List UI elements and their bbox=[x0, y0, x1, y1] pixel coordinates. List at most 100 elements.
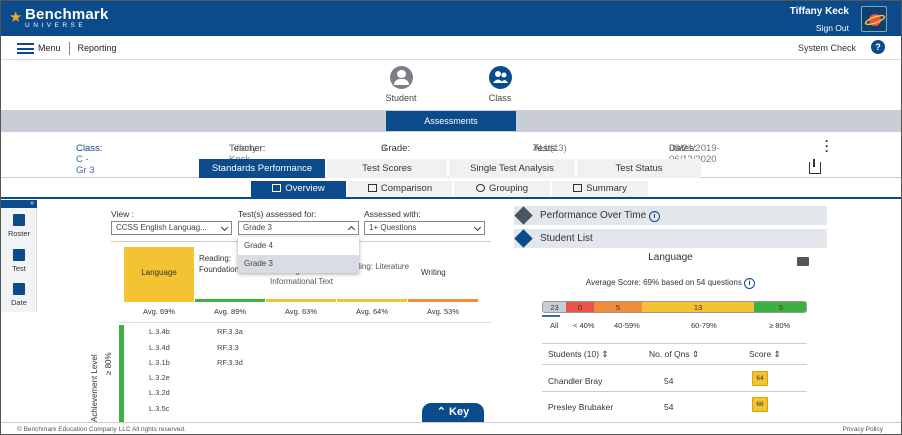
standard-code[interactable]: RF.3.3a bbox=[217, 327, 243, 336]
collapse-sidebar-button[interactable]: » bbox=[1, 200, 37, 208]
score-badge[interactable]: 64 bbox=[752, 371, 768, 386]
subtab-grouping[interactable]: Grouping bbox=[454, 181, 550, 197]
category-reading-foundational[interactable]: Reading: Foundational Skills bbox=[199, 254, 267, 274]
chevron-up-icon: ⌃ bbox=[436, 406, 446, 418]
divider bbox=[542, 391, 807, 392]
info-icon[interactable]: i bbox=[648, 211, 660, 222]
key-button[interactable]: ⌃ Key bbox=[422, 403, 484, 422]
class-value: Class C - Gr 3 bbox=[76, 143, 100, 176]
roster-icon bbox=[13, 214, 25, 226]
sort-icon: ⇕ bbox=[601, 349, 609, 359]
col-score[interactable]: Score ⇕ bbox=[749, 349, 781, 360]
mode-class-label: Class bbox=[488, 93, 512, 103]
mode-student[interactable]: Student bbox=[371, 65, 431, 103]
category-reading-literature[interactable]: Reading: Literature bbox=[341, 262, 410, 271]
assessed-with-label: Assessed with: bbox=[364, 209, 421, 219]
copyright: © Benchmark Education Company LLC All ri… bbox=[17, 426, 186, 433]
dates-label: Dates: bbox=[669, 143, 697, 154]
assessments-button[interactable]: Assessments bbox=[386, 111, 516, 131]
tests-value: ALL(13) bbox=[533, 143, 567, 154]
standard-code[interactable]: L.3.2e bbox=[149, 373, 170, 382]
level-label: ≥ 80% bbox=[104, 352, 113, 375]
help-icon[interactable]: ? bbox=[871, 40, 885, 54]
sidebar-date-label: Date bbox=[11, 298, 27, 307]
col-qns[interactable]: No. of Qns ⇕ bbox=[649, 349, 699, 360]
standard-code[interactable]: L.3.4b bbox=[149, 327, 170, 336]
subtab-comparison[interactable]: Comparison bbox=[348, 181, 452, 197]
band-all[interactable]: 23 bbox=[543, 302, 566, 312]
menu-button[interactable]: Menu Reporting bbox=[17, 42, 117, 55]
student-list-header[interactable]: Student List bbox=[514, 229, 827, 248]
sidebar-item-roster[interactable]: Roster bbox=[1, 214, 37, 238]
subtab-overview[interactable]: Overview bbox=[251, 181, 346, 197]
tab-test-scores[interactable]: Test Scores bbox=[327, 159, 447, 178]
mode-class[interactable]: Class bbox=[470, 65, 530, 103]
sign-out-link[interactable]: Sign Out bbox=[815, 23, 849, 33]
divider bbox=[68, 42, 70, 55]
chevron-down-icon bbox=[473, 223, 482, 232]
score-bands: 23 0 5 13 5 bbox=[542, 301, 807, 313]
download-icon[interactable] bbox=[809, 159, 821, 174]
standard-code[interactable]: RF.3.3d bbox=[217, 358, 243, 367]
score-badge[interactable]: 66 bbox=[752, 397, 768, 412]
selected-band-underline bbox=[542, 315, 560, 317]
tab-test-status[interactable]: Test Status bbox=[577, 159, 701, 178]
star-icon: ★ bbox=[9, 9, 23, 26]
band-40-59[interactable]: 5 bbox=[594, 302, 642, 312]
trend-icon bbox=[514, 206, 533, 225]
standard-code[interactable]: L.3.2d bbox=[149, 388, 170, 397]
sidebar-item-date[interactable]: Date bbox=[1, 283, 37, 307]
standard-code[interactable]: L.3.4d bbox=[149, 343, 170, 352]
band-60-79[interactable]: 13 bbox=[642, 302, 754, 312]
more-options-icon[interactable]: · · · bbox=[825, 134, 829, 158]
assessed-with-select[interactable]: 1+ Questions bbox=[364, 221, 485, 235]
sidebar-item-test[interactable]: Test bbox=[1, 249, 37, 273]
view-subtabs: Overview Comparison Grouping Summary bbox=[1, 181, 901, 199]
sidebar-roster-label: Roster bbox=[7, 229, 31, 238]
tab-single-test-analysis[interactable]: Single Test Analysis bbox=[449, 159, 575, 178]
category-writing[interactable]: Writing bbox=[421, 268, 446, 277]
subtab-comparison-label: Comparison bbox=[380, 183, 433, 194]
planet-icon[interactable] bbox=[861, 6, 887, 32]
person-icon bbox=[389, 66, 413, 89]
tests-assessed-select[interactable]: Grade 3 bbox=[238, 221, 359, 235]
student-list-title: Student List bbox=[540, 233, 593, 244]
col-students-label: Students (10) bbox=[548, 349, 600, 359]
privacy-policy-link[interactable]: Privacy Policy bbox=[842, 426, 883, 433]
band-below-40[interactable]: 0 bbox=[566, 302, 594, 312]
print-icon[interactable] bbox=[797, 257, 809, 266]
performance-over-time-header[interactable]: Performance Over Time i bbox=[514, 206, 827, 225]
with-select-value: 1+ Questions bbox=[369, 223, 417, 232]
col-qns-label: No. of Qns bbox=[649, 349, 690, 359]
tab-standards-performance[interactable]: Standards Performance bbox=[199, 159, 325, 178]
view-select[interactable]: CCSS English Languag... bbox=[111, 221, 232, 235]
category-bar bbox=[337, 299, 407, 302]
avg-divider bbox=[119, 322, 491, 323]
student-qns: 54 bbox=[664, 402, 674, 412]
standard-code[interactable]: RF.3.3 bbox=[217, 343, 239, 352]
band-80-plus[interactable]: 5 bbox=[754, 302, 806, 312]
dropdown-option-grade-3[interactable]: Grade 3 bbox=[238, 255, 359, 273]
tests-select-value: Grade 3 bbox=[243, 223, 272, 232]
info-icon[interactable]: i bbox=[744, 278, 756, 289]
sidebar: » Roster Test Date bbox=[1, 200, 37, 312]
system-check-link[interactable]: System Check bbox=[797, 43, 856, 53]
view-select-value: CCSS English Languag... bbox=[116, 223, 207, 232]
achievement-bar bbox=[119, 325, 124, 422]
category-language[interactable]: Language bbox=[124, 247, 194, 299]
subject-title: Language bbox=[648, 252, 693, 263]
student-name[interactable]: Presley Brubaker bbox=[548, 402, 614, 412]
overview-icon bbox=[272, 184, 282, 192]
dropdown-option-grade-4[interactable]: Grade 4 bbox=[244, 241, 273, 250]
subtab-summary[interactable]: Summary bbox=[552, 181, 648, 197]
col-students[interactable]: Students (10) ⇕ bbox=[548, 349, 609, 360]
band-label: < 40% bbox=[573, 321, 595, 330]
student-name[interactable]: Chandler Bray bbox=[548, 376, 603, 386]
assessments-band: Assessments bbox=[1, 110, 901, 132]
clipboard-icon bbox=[13, 249, 25, 261]
standard-code[interactable]: L.3.1b bbox=[149, 358, 170, 367]
avg-reading-foundational: Avg. 89% bbox=[214, 307, 246, 316]
standard-code[interactable]: L.3.5c bbox=[149, 404, 170, 413]
brand-sub: UNIVERSE bbox=[25, 22, 87, 29]
benchmark-logo[interactable]: ★ Benchmark UNIVERSE bbox=[9, 5, 109, 32]
